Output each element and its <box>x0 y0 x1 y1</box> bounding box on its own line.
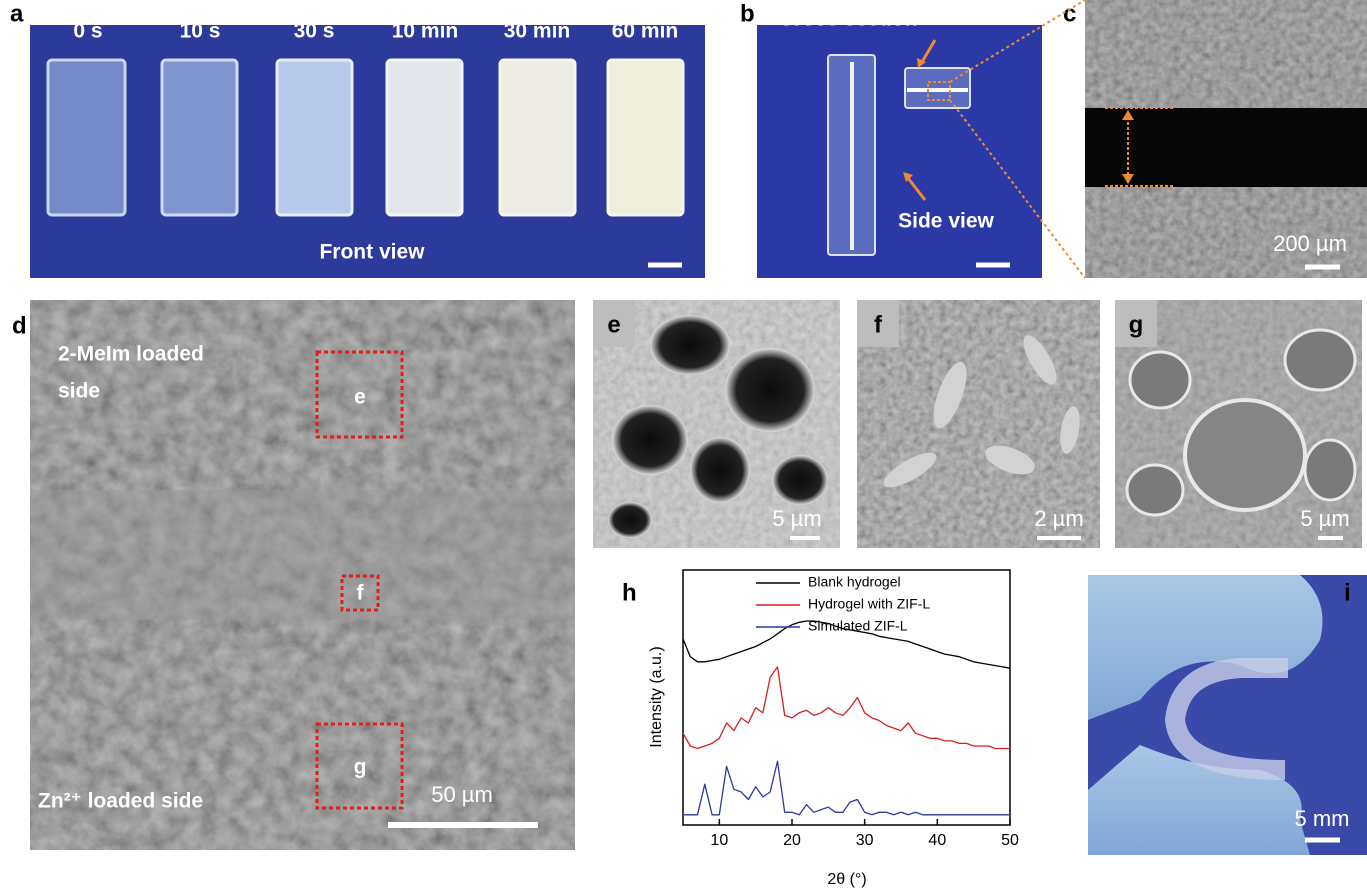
legend-label: Simulated ZIF-L <box>808 618 908 634</box>
scale-label: 200 µm <box>1273 231 1347 256</box>
middle-layer <box>30 490 575 620</box>
label-box <box>1115 300 1157 347</box>
time-label: 30 s <box>294 20 335 43</box>
crystal <box>1060 406 1080 454</box>
panel-label: d <box>12 312 27 339</box>
x-tick-label: 10 <box>710 832 728 849</box>
zoom-line <box>949 99 1086 279</box>
panel-label: e <box>607 311 620 338</box>
box-label: g <box>354 756 367 779</box>
annotation: Zn²⁺ loaded side <box>38 790 203 813</box>
gel <box>606 58 685 217</box>
gap-band <box>1085 108 1367 187</box>
annotation: side <box>58 380 100 403</box>
scale-label: 50 µm <box>431 782 493 807</box>
panel-b: b Cross section Side view <box>740 0 1042 278</box>
pore <box>1303 438 1357 502</box>
pore <box>1183 398 1307 512</box>
scale-label: 5 µm <box>772 506 821 531</box>
photo-background <box>30 25 705 278</box>
zoom-box <box>927 81 951 101</box>
x-tick-label: 40 <box>928 832 946 849</box>
scale-label: 5 mm <box>1295 806 1350 831</box>
panel-f: f 2 µm <box>857 300 1100 548</box>
arrow-head <box>1122 174 1134 184</box>
panel-i: i 5 mm <box>1088 575 1367 855</box>
y-axis-label: Intensity (a.u.) <box>648 646 665 747</box>
panel-d: d 2-MeIm loaded side e f g Zn²⁺ loaded s… <box>12 300 575 850</box>
crystal <box>933 361 967 429</box>
panel-label: c <box>1063 0 1076 27</box>
pore <box>690 437 750 503</box>
pore <box>650 315 730 375</box>
panel-label: i <box>1344 579 1351 606</box>
panel-label: f <box>874 311 883 338</box>
panel-label: b <box>740 0 755 27</box>
zoom-box <box>315 722 404 810</box>
panel-label: a <box>10 0 24 27</box>
x-tick-label: 30 <box>856 832 874 849</box>
panel-h: h 2θ (°) Intensity (a.u.) 10 20 30 40 50 Blan… <box>622 569 1019 888</box>
arrow <box>920 39 937 63</box>
time-label: 0 s <box>73 20 102 43</box>
arrow-head <box>917 58 926 68</box>
panel-g: g 5 µm <box>1115 300 1362 548</box>
zoom-box <box>315 350 404 439</box>
gel <box>498 58 577 217</box>
x-tick-label: 50 <box>1001 832 1019 849</box>
caption: Front view <box>319 241 425 264</box>
panel-a: a 0 s 10 s 30 s 10 min 30 min 60 min Fro… <box>10 0 705 278</box>
sem-texture <box>30 300 575 850</box>
gel <box>46 58 127 217</box>
arrow-head <box>903 172 913 182</box>
series-line <box>683 760 1010 816</box>
scale-label: 2 µm <box>1034 506 1083 531</box>
x-axis-label: 2θ (°) <box>827 871 866 888</box>
pore <box>1128 350 1192 410</box>
pore <box>608 502 652 538</box>
bent-hydrogel <box>1164 658 1288 780</box>
zoom-line <box>949 0 1086 83</box>
zoom-box <box>340 574 380 612</box>
plot-frame <box>682 569 1011 826</box>
annotation: Side view <box>898 210 994 233</box>
scale-label: 5 µm <box>1300 506 1349 531</box>
time-label: 10 s <box>180 20 221 43</box>
label-box <box>593 300 635 347</box>
time-label: 10 min <box>392 20 459 43</box>
panel-label: h <box>622 579 637 606</box>
pore <box>1283 328 1357 392</box>
crystal <box>1023 335 1057 385</box>
x-tick-label: 20 <box>783 832 801 849</box>
panel-c: c 200 µm <box>949 0 1367 279</box>
label-box <box>857 300 899 347</box>
arrow <box>906 177 927 201</box>
series-line <box>682 666 1010 750</box>
panel-label: g <box>1129 311 1144 338</box>
box-label: f <box>357 582 365 605</box>
annotation: Cross section <box>779 8 918 31</box>
pore <box>612 405 688 475</box>
legend-label: Hydrogel with ZIF-L <box>808 596 930 612</box>
glove <box>1088 575 1323 720</box>
legend-label: Blank hydrogel <box>808 574 901 590</box>
gel <box>275 58 354 217</box>
gel <box>160 58 239 217</box>
box-label: e <box>354 386 366 409</box>
annotation: 2-MeIm loaded <box>58 343 204 366</box>
pore <box>1125 463 1185 517</box>
time-label: 60 min <box>612 20 679 43</box>
gel <box>385 58 464 217</box>
crystal <box>883 452 937 488</box>
photo-background <box>757 25 1042 278</box>
time-label: 30 min <box>504 20 571 43</box>
panel-e: e 5 µm <box>593 300 840 548</box>
crystal <box>985 445 1035 475</box>
pore <box>725 348 815 432</box>
pore <box>772 455 828 505</box>
arrow-head <box>1122 110 1134 120</box>
series-line <box>682 620 1011 669</box>
